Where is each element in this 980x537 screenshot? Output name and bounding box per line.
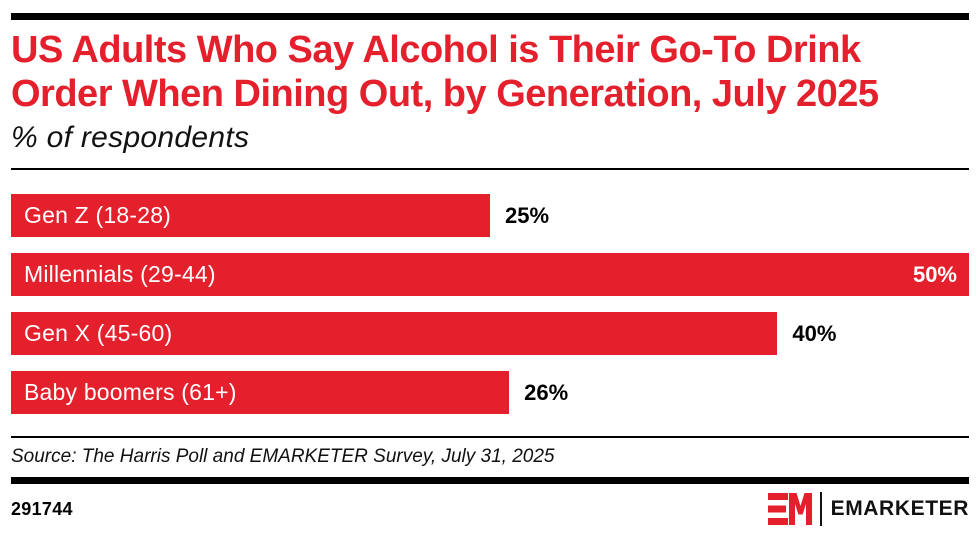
chart-title-line2: Order When Dining Out, by Generation, Ju… (11, 73, 879, 115)
bar-row: Gen X (45-60) 40% (11, 312, 969, 355)
bar-value-label: 40% (792, 320, 837, 346)
footer: 291744 EMARKETER (11, 484, 969, 534)
bar-value-label: 25% (505, 202, 550, 228)
brand-logo: EMARKETER (767, 492, 969, 526)
bar-chart: Gen Z (18-28) 25% Millennials (29-44) 50% Ge… (11, 194, 969, 414)
emarketer-em-mark-icon (767, 493, 812, 525)
brand-divider (819, 492, 822, 526)
bar: Millennials (29-44) 50% (11, 253, 969, 296)
bar-category-label: Baby boomers (61+) (24, 379, 237, 405)
bar-category-label: Gen X (45-60) (24, 320, 173, 346)
bar-row: Millennials (29-44) 50% (11, 253, 969, 296)
bar: Baby boomers (61+) (11, 371, 510, 414)
footer-divider (11, 477, 969, 484)
bar-row: Baby boomers (61+) 26% (11, 371, 969, 414)
subtitle-divider (11, 168, 969, 170)
source-divider (11, 436, 969, 438)
brand-name: EMARKETER (830, 497, 969, 520)
bar: Gen Z (18-28) (11, 194, 490, 237)
source-note: Source: The Harris Poll and EMARKETER Su… (11, 446, 555, 467)
bar-category-label: Gen Z (18-28) (24, 202, 172, 228)
bar-row: Gen Z (18-28) 25% (11, 194, 969, 237)
chart-title: US Adults Who Say Alcohol is Their Go-To… (11, 28, 969, 116)
chart-card: US Adults Who Say Alcohol is Their Go-To… (0, 13, 980, 537)
chart-id: 291744 (11, 498, 73, 519)
bar-value-label: 26% (524, 379, 569, 405)
top-divider (11, 13, 969, 20)
chart-subtitle: % of respondents (11, 121, 250, 154)
chart-title-line1: US Adults Who Say Alcohol is Their Go-To… (11, 29, 861, 71)
bar-value-label: 50% (912, 261, 957, 287)
bar-category-label: Millennials (29-44) (24, 261, 216, 287)
bar: Gen X (45-60) (11, 312, 778, 355)
